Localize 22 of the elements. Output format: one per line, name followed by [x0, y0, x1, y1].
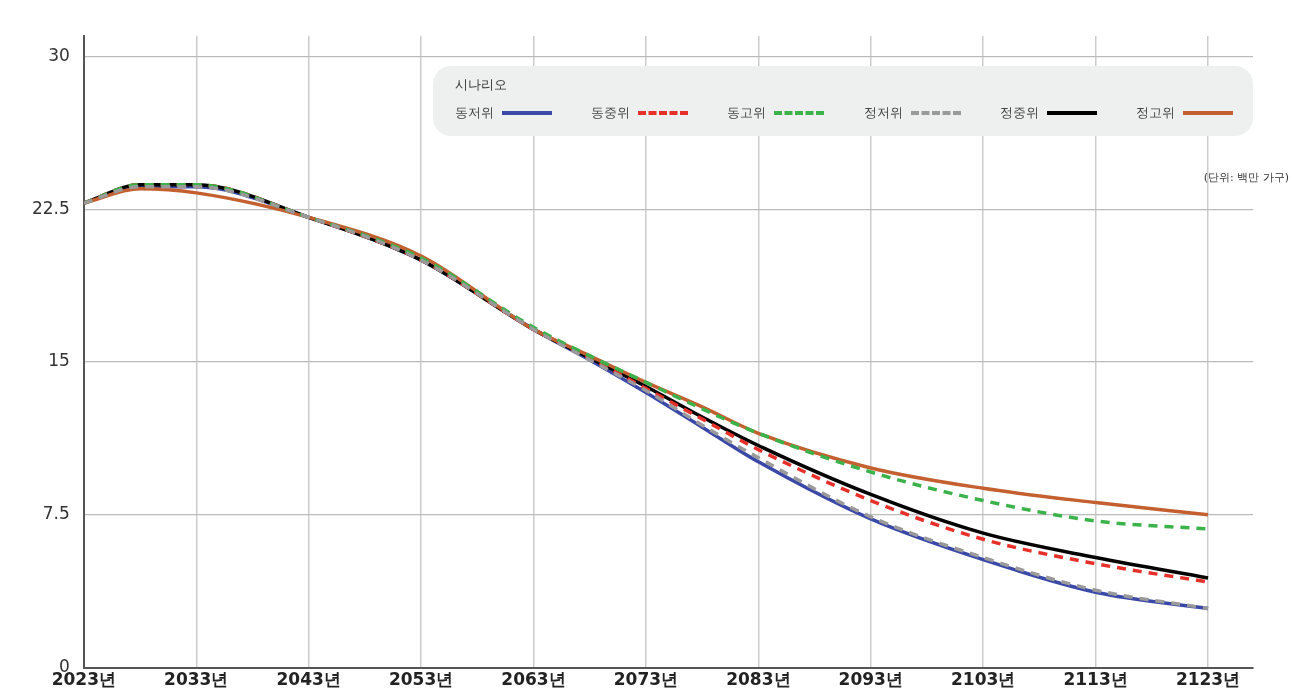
y-tick-label: 7.5: [42, 503, 70, 524]
legend-label: 정중위: [999, 104, 1039, 122]
x-tick-label: 2103년: [951, 669, 1016, 690]
y-tick-label: 30: [48, 44, 70, 65]
x-tick-label: 2043년: [276, 669, 341, 690]
x-tick-label: 2053년: [388, 669, 454, 690]
y-tick-label: 22.5: [31, 197, 70, 218]
legend-label: 정저위: [863, 104, 903, 122]
x-tick-label: 2033년: [164, 669, 229, 690]
legend-label: 동저위: [455, 104, 494, 122]
x-tick-label: 2123년: [1175, 669, 1241, 690]
x-tick-label: 2083년: [726, 669, 791, 690]
x-tick-label: 2093년: [838, 669, 903, 690]
x-tick-label: 2063년: [501, 669, 566, 690]
legend-label: 동고위: [727, 104, 767, 122]
x-tick-label: 2073년: [613, 669, 679, 690]
annotation: (단위: 백만 가구): [1203, 170, 1289, 185]
x-tick-label: 2113년: [1063, 669, 1128, 690]
y-tick-label: 15: [48, 350, 70, 371]
legend-label: 정고위: [1135, 104, 1175, 122]
legend-title: 시나리오: [455, 76, 508, 94]
legend-label: 동중위: [591, 104, 631, 122]
